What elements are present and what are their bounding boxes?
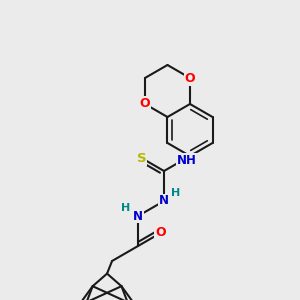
Text: H: H bbox=[171, 188, 181, 198]
Text: O: O bbox=[185, 71, 195, 85]
Text: O: O bbox=[155, 226, 166, 239]
Text: NH: NH bbox=[177, 154, 197, 167]
Text: N: N bbox=[133, 209, 143, 223]
Text: H: H bbox=[122, 203, 131, 213]
Text: N: N bbox=[159, 194, 169, 208]
Text: O: O bbox=[140, 98, 150, 110]
Text: S: S bbox=[137, 152, 146, 164]
